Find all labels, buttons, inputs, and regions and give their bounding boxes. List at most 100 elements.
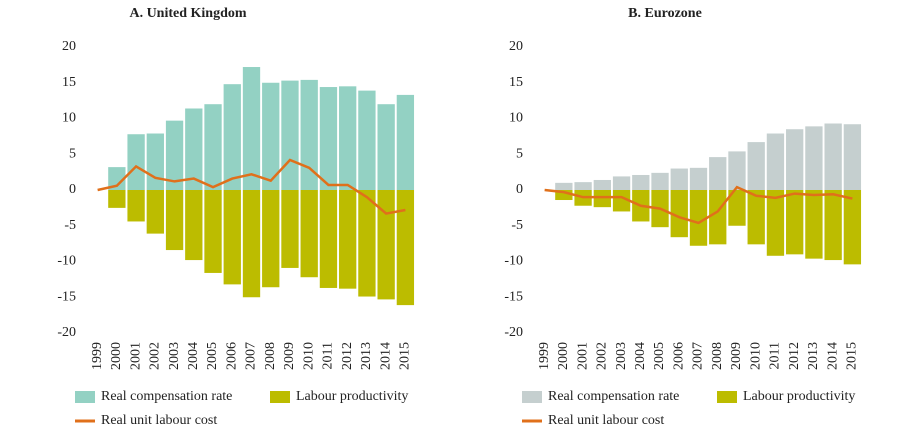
x-tick-label: 2015 [398, 342, 413, 370]
bar [747, 142, 765, 190]
y-tick-label: 15 [509, 75, 523, 90]
y-tick-label: -10 [504, 254, 523, 269]
x-tick-label: 2012 [340, 342, 355, 370]
x-tick-label: 1999 [537, 342, 552, 370]
bar [377, 190, 395, 300]
bar [319, 87, 338, 190]
legend-swatch [75, 391, 95, 403]
x-tick-label: 2014 [378, 342, 393, 370]
bar [396, 94, 415, 190]
y-tick-label: -20 [57, 325, 76, 340]
line [97, 158, 406, 215]
bar [766, 190, 785, 256]
bar [728, 151, 746, 190]
bar [747, 190, 765, 245]
bar [223, 190, 241, 285]
bar [824, 123, 842, 190]
y-tick-label: -5 [64, 218, 76, 233]
bar [689, 167, 708, 190]
bar [339, 86, 357, 190]
y-tick-label: -15 [57, 289, 76, 304]
x-tick-label: 2003 [167, 342, 182, 370]
bar [612, 176, 631, 190]
bar [377, 104, 395, 190]
x-tick-label: 2009 [729, 342, 744, 370]
legend-label: Real unit labour cost [101, 413, 217, 428]
bar [612, 190, 631, 212]
x-tick-label: 1999 [90, 342, 105, 370]
bar [281, 190, 299, 268]
bar [766, 133, 785, 190]
bar [805, 126, 823, 190]
bar [689, 190, 708, 246]
x-tick-label: 2006 [671, 342, 686, 370]
bar [204, 104, 222, 190]
bar [843, 190, 862, 265]
bar [670, 190, 688, 238]
x-tick-label: 2010 [301, 342, 316, 370]
bar [165, 190, 184, 251]
bar [339, 190, 357, 289]
x-tick-label: 2009 [282, 342, 297, 370]
y-tick-label: 0 [69, 182, 76, 197]
bar [108, 167, 126, 190]
x-tick-label: 2000 [109, 342, 124, 370]
x-tick-label: 2008 [710, 342, 725, 370]
bar [127, 190, 145, 222]
y-tick-label: -10 [57, 254, 76, 269]
legend-label: Real compensation rate [548, 389, 679, 404]
chart-title: B. Eurozone [628, 6, 702, 21]
bar [242, 67, 261, 190]
bar [651, 172, 669, 190]
x-tick-label: 2005 [205, 342, 220, 370]
bar [632, 174, 650, 190]
bar [223, 84, 241, 190]
legend-swatch [270, 391, 290, 403]
bar [242, 190, 261, 298]
legend-label: Real compensation rate [101, 389, 232, 404]
x-tick-label: 2006 [224, 342, 239, 370]
bar [574, 182, 592, 190]
x-tick-label: 2003 [614, 342, 629, 370]
y-tick-label: 15 [62, 75, 76, 90]
bar [786, 190, 804, 255]
bar [555, 190, 573, 201]
x-tick-label: 2007 [691, 342, 706, 370]
bar [300, 190, 318, 278]
x-tick-label: 2008 [263, 342, 278, 370]
x-tick-label: 2013 [359, 342, 374, 370]
bar [358, 190, 376, 297]
legend-label: Labour productivity [743, 389, 855, 404]
bar [204, 190, 222, 273]
legend-swatch [522, 391, 542, 403]
bar [262, 190, 280, 288]
chart-title: A. United Kingdom [129, 6, 246, 21]
x-tick-label: 2013 [806, 342, 821, 370]
x-tick-label: 2012 [787, 342, 802, 370]
x-tick-label: 2005 [652, 342, 667, 370]
x-tick-label: 2011 [321, 342, 336, 369]
x-tick-label: 2014 [825, 342, 840, 370]
x-tick-label: 2011 [768, 342, 783, 369]
bar [127, 134, 145, 190]
x-tick-label: 2002 [595, 342, 610, 370]
legend-label: Labour productivity [296, 389, 408, 404]
bar [709, 157, 727, 190]
y-tick-label: 10 [509, 111, 523, 126]
bar [805, 190, 823, 259]
y-tick-label: 20 [62, 39, 76, 54]
y-tick-label: -5 [511, 218, 523, 233]
bar [593, 190, 611, 208]
bar [358, 90, 376, 190]
x-tick-label: 2010 [748, 342, 763, 370]
bar [185, 108, 203, 190]
y-tick-label: 5 [69, 146, 76, 161]
bar [670, 168, 688, 190]
bar [319, 190, 338, 288]
bar [146, 133, 164, 190]
x-tick-label: 2001 [128, 342, 143, 370]
y-tick-label: -20 [504, 325, 523, 340]
bar [146, 190, 164, 234]
bar [843, 124, 862, 190]
